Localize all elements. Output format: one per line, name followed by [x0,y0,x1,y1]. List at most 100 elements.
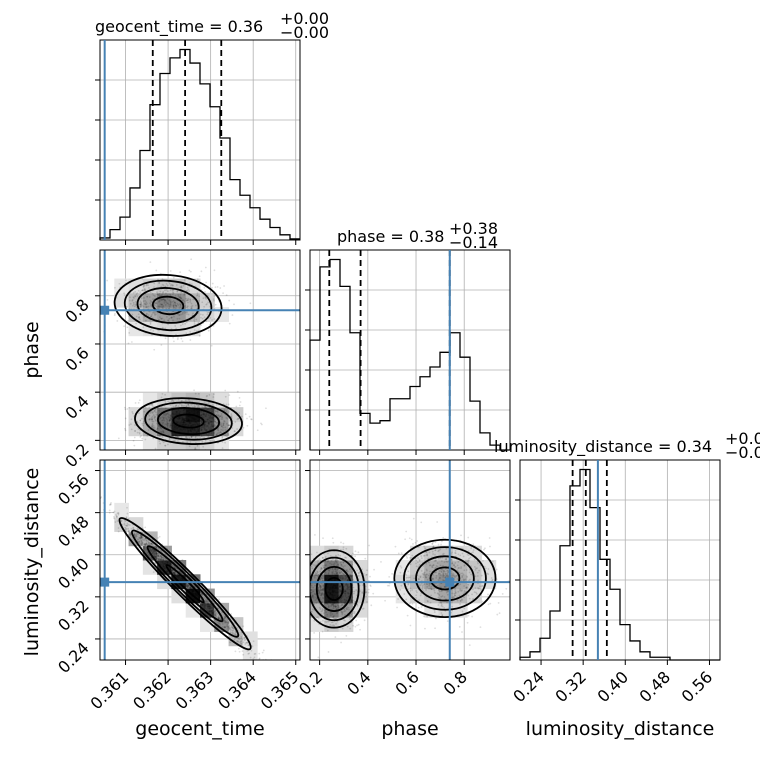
2d-phase-luminosity-distance-sample-point [438,577,441,580]
2d-phase-luminosity-distance-sample-point [334,559,337,562]
2d-geocent-time-luminosity-distance-sample-point [207,605,210,608]
2d-geocent-time-luminosity-distance-sample-point [198,590,201,593]
2d-phase-luminosity-distance-sample-point [340,604,342,607]
2d-geocent-time-phase-sample-point [160,299,163,302]
2d-geocent-time-luminosity-distance-sample-point [186,584,189,586]
2d-geocent-time-phase-sample-point [203,400,206,403]
2d-geocent-time-phase-sample-point [207,421,210,424]
2d-geocent-time-luminosity-distance-sample-point [205,600,207,603]
2d-phase-luminosity-distance-sample-point [357,571,360,574]
2d-geocent-time-luminosity-distance-sample-point [195,592,198,595]
2d-phase-luminosity-distance-sample-point [466,621,469,624]
2d-geocent-time-phase-sample-point [183,417,186,420]
2d-geocent-time-luminosity-distance-sample-point [137,533,140,535]
2d-phase-luminosity-distance-sample-point [334,604,336,607]
2d-geocent-time-phase-sample-point [177,398,180,401]
2d-geocent-time-phase-sample-point [191,416,194,419]
2d-geocent-time-phase-sample-point [205,297,208,300]
2d-phase-luminosity-distance-sample-point [336,571,339,574]
2d-geocent-time-phase-sample-point [180,419,183,422]
2d-geocent-time-phase-sample-point [189,299,192,302]
2d-phase-luminosity-distance-sample-point [334,605,337,608]
2d-geocent-time-luminosity-distance-sample-point [147,541,150,544]
2d-geocent-time-phase-sample-point [219,415,221,418]
2d-geocent-time-phase-sample-point [211,420,213,423]
2d-geocent-time-phase-sample-point [187,313,190,316]
2d-geocent-time-phase-sample-point [172,303,175,306]
2d-geocent-time-luminosity-distance-sample-point [141,536,143,538]
2d-geocent-time-luminosity-distance-sample-point [140,536,142,539]
2d-phase-luminosity-distance-sample-point [348,608,350,611]
2d-geocent-time-luminosity-distance-sample-point [134,535,137,538]
2d-geocent-time-phase-sample-point [182,423,185,426]
2d-geocent-time-phase-sample-point [155,419,157,422]
2d-geocent-time-phase-sample-point [210,432,213,434]
2d-geocent-time-phase-sample-point [152,311,155,314]
2d-geocent-time-phase-sample-point [145,284,148,287]
2d-geocent-time-luminosity-distance-sample-point [152,554,155,556]
2d-geocent-time-phase-sample-point [172,300,175,302]
2d-geocent-time-luminosity-distance-sample-point [209,605,211,608]
2d-phase-luminosity-distance-sample-point [497,602,500,604]
2d-geocent-time-phase-sample-point [172,413,175,416]
2d-geocent-time-luminosity-distance-sample-point [162,564,165,567]
2d-geocent-time-phase-sample-point [199,414,202,417]
2d-geocent-time-luminosity-distance-sample-point [150,542,153,545]
2d-geocent-time-phase-sample-point [179,293,182,296]
2d-geocent-time-luminosity-distance-sample-point [214,609,217,612]
2d-geocent-time-phase-sample-point [179,296,182,299]
2d-phase-luminosity-distance-sample-point [339,586,341,588]
2d-phase-luminosity-distance-sample-point [338,594,341,597]
2d-geocent-time-phase-sample-point [146,434,149,437]
2d-phase-luminosity-distance-sample-point [490,577,493,579]
2d-geocent-time-luminosity-distance-sample-point [211,609,214,612]
2d-phase-luminosity-distance-sample-point [472,598,474,601]
2d-geocent-time-luminosity-distance-sample-point [171,569,173,572]
2d-geocent-time-phase-sample-point [187,398,190,401]
2d-geocent-time-luminosity-distance-sample-point [185,585,188,588]
2d-geocent-time-phase-sample-point [166,290,169,293]
2d-geocent-time-phase-sample-point [140,289,143,292]
2d-phase-luminosity-distance-sample-point [320,577,323,579]
2d-phase-luminosity-distance-sample-point [336,572,338,574]
2d-geocent-time-phase-sample-point [208,422,210,425]
2d-geocent-time-luminosity-distance-sample-point [209,608,212,610]
2d-geocent-time-luminosity-distance-sample-point [126,512,129,515]
2d-geocent-time-phase-sample-point [147,305,150,308]
2d-geocent-time-luminosity-distance-sample-point [169,569,172,571]
2d-geocent-time-phase-sample-point [150,416,153,419]
2d-geocent-time-luminosity-distance-sample-point [125,516,128,518]
2d-phase-luminosity-distance-sample-point [313,603,316,606]
2d-geocent-time-luminosity-distance-sample-point [252,640,255,643]
2d-geocent-time-phase-sample-point [170,427,173,430]
2d-geocent-time-phase-sample-point [150,304,153,307]
2d-phase-luminosity-distance-sample-point [434,549,437,552]
2d-geocent-time-luminosity-distance-sample-point [108,511,111,514]
2d-phase-luminosity-distance-sample-point [336,620,339,623]
2d-phase-luminosity-distance-sample-point [334,602,337,605]
2d-geocent-time-phase-sample-point [168,419,171,422]
2d-geocent-time-phase-sample-point [164,289,166,292]
2d-geocent-time-phase-sample-point [135,315,138,318]
2d-geocent-time-phase-sample-point [186,417,189,420]
2d-phase-luminosity-distance-sample-point [304,567,306,569]
2d-phase-luminosity-distance-sample-point [342,546,345,549]
2d-geocent-time-luminosity-distance-sample-point [162,556,165,559]
2d-geocent-time-phase-sample-point [209,428,212,431]
2d-geocent-time-luminosity-distance-sample-point [121,523,124,526]
2d-phase-luminosity-distance-sample-point [339,554,342,557]
2d-geocent-time-phase-density-cell [185,292,201,308]
2d-phase-luminosity-distance-sample-point [432,564,435,567]
2d-geocent-time-luminosity-distance-sample-point [224,617,226,620]
2d-geocent-time-phase-sample-point [163,319,166,322]
2d-phase-luminosity-distance-sample-point [408,537,411,540]
2d-phase-luminosity-distance-sample-point [380,561,382,563]
2d-geocent-time-phase-sample-point [216,410,219,412]
2d-phase-luminosity-distance-sample-point [351,601,354,604]
2d-geocent-time-luminosity-distance-sample-point [151,548,154,551]
2d-geocent-time-phase-sample-point [225,416,228,419]
2d-phase-luminosity-distance-sample-point [434,566,437,569]
2d-phase-luminosity-distance-sample-point [422,590,425,593]
2d-geocent-time-phase-sample-point [200,419,203,422]
2d-phase-luminosity-distance-sample-point [345,582,348,585]
